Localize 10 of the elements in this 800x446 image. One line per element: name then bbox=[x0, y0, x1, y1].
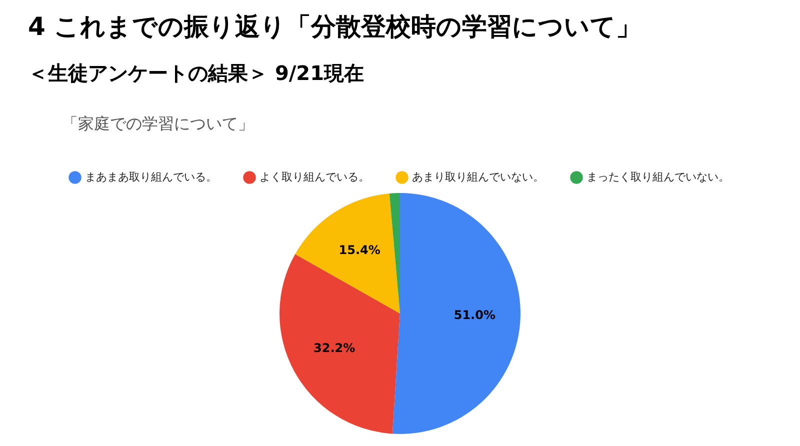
data-label: 51.0% bbox=[454, 308, 496, 322]
legend-label: あまり取り組んでいない。 bbox=[412, 170, 544, 184]
text: 「家庭での学習について」 bbox=[62, 114, 254, 135]
data-label: 15.4% bbox=[338, 242, 380, 257]
data-label: 32.2% bbox=[313, 341, 356, 356]
chart-title: 4 これまでの振り返り「分散登校時の学習について」 bbox=[28, 11, 642, 43]
legend-label: まあまあ取り組んでいる。 bbox=[85, 170, 217, 184]
legend-label: よく取り組んでいる。 bbox=[260, 170, 370, 184]
chart-subtitle: ＜生徒アンケートの結果＞ 9/21現在 bbox=[28, 60, 364, 87]
legend-label: まったく取り組んでいない。 bbox=[586, 170, 730, 184]
